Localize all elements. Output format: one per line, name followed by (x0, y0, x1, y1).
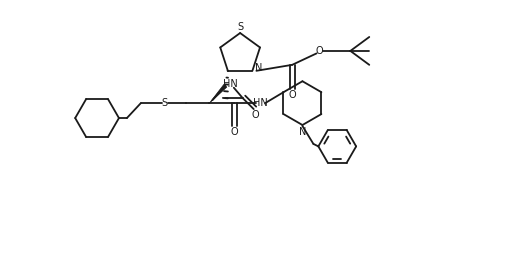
Text: O: O (251, 110, 259, 120)
Text: O: O (316, 46, 323, 56)
Text: HN: HN (253, 98, 268, 108)
Text: S: S (162, 98, 168, 108)
Text: HN: HN (223, 79, 238, 89)
Text: O: O (231, 127, 238, 137)
Polygon shape (210, 84, 227, 103)
Text: N: N (254, 63, 262, 73)
Text: N: N (299, 127, 306, 137)
Text: O: O (288, 90, 296, 100)
Text: S: S (237, 22, 243, 32)
